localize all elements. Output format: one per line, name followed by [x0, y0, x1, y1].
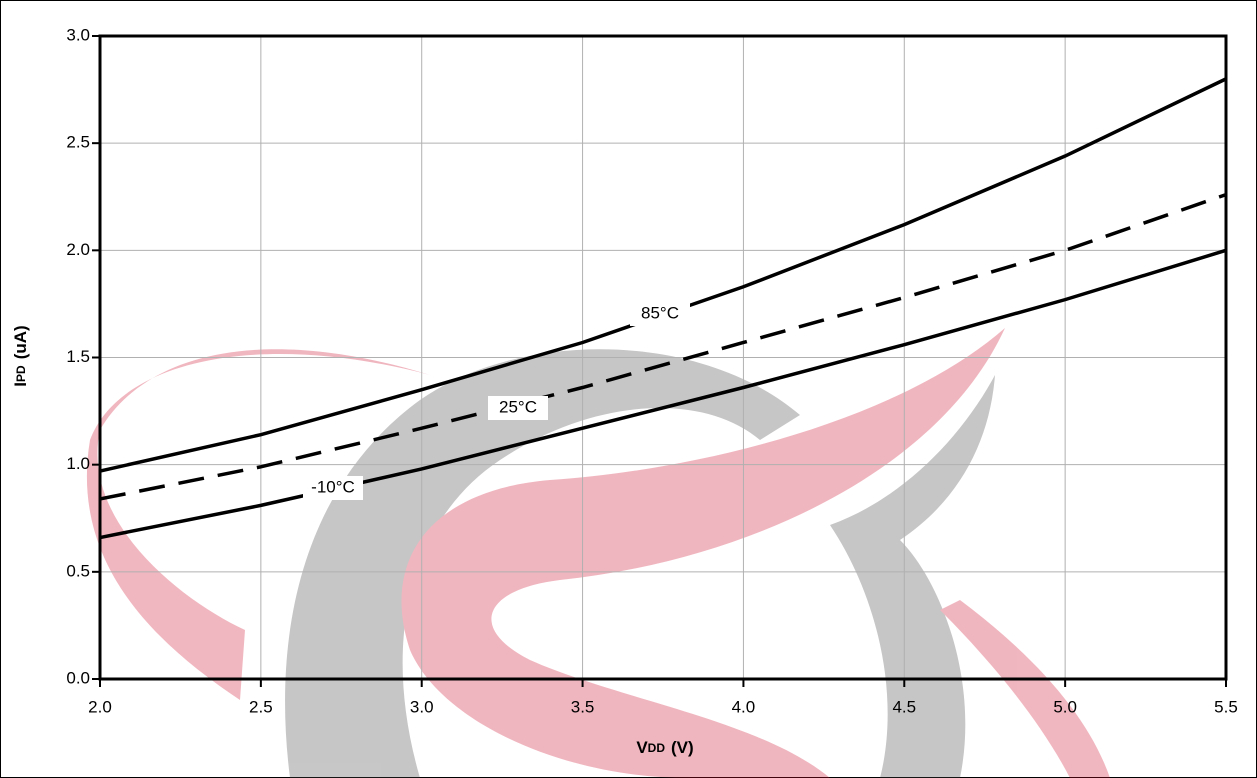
- y-tick-label: 1.0: [66, 454, 90, 473]
- y-tick-label: 2.0: [66, 240, 90, 259]
- series-line: [99, 248, 1227, 540]
- y-axis-label: IPD(uA): [11, 325, 30, 386]
- series-label-bg: [303, 476, 363, 500]
- series-label: -10°C: [311, 477, 355, 496]
- x-axis-label: VDD (V): [636, 738, 693, 757]
- series-label-bg: [630, 302, 690, 326]
- watermark-shape: [401, 328, 1006, 778]
- watermark-shape: [285, 349, 800, 778]
- watermark-shape: [830, 375, 995, 778]
- watermark-shape: [86, 349, 430, 700]
- x-tick-label: 2.5: [249, 697, 273, 716]
- x-tick-label: 3.0: [410, 697, 434, 716]
- x-tick-label: 3.5: [571, 697, 595, 716]
- x-tick-label: 2.0: [88, 697, 112, 716]
- x-tick-label: 5.5: [1214, 697, 1238, 716]
- x-tick-label: 5.0: [1053, 697, 1077, 716]
- watermark-shape: [940, 600, 1110, 778]
- y-tick-label: 2.5: [66, 133, 90, 152]
- plot-frame: [98, 34, 1228, 681]
- x-tick-label: 4.5: [892, 697, 916, 716]
- y-tick-label: 0.0: [66, 668, 90, 687]
- x-tick-label: 4.0: [732, 697, 756, 716]
- y-tick-label: 1.5: [66, 347, 90, 366]
- y-tick-label: 0.5: [66, 561, 90, 580]
- series-line: [99, 192, 1227, 501]
- watermark: [86, 328, 1110, 778]
- series-label: 25°C: [499, 397, 537, 416]
- series-label: 85°C: [641, 303, 679, 322]
- series-label-bg: [488, 396, 548, 420]
- y-tick-label: 3.0: [66, 25, 90, 44]
